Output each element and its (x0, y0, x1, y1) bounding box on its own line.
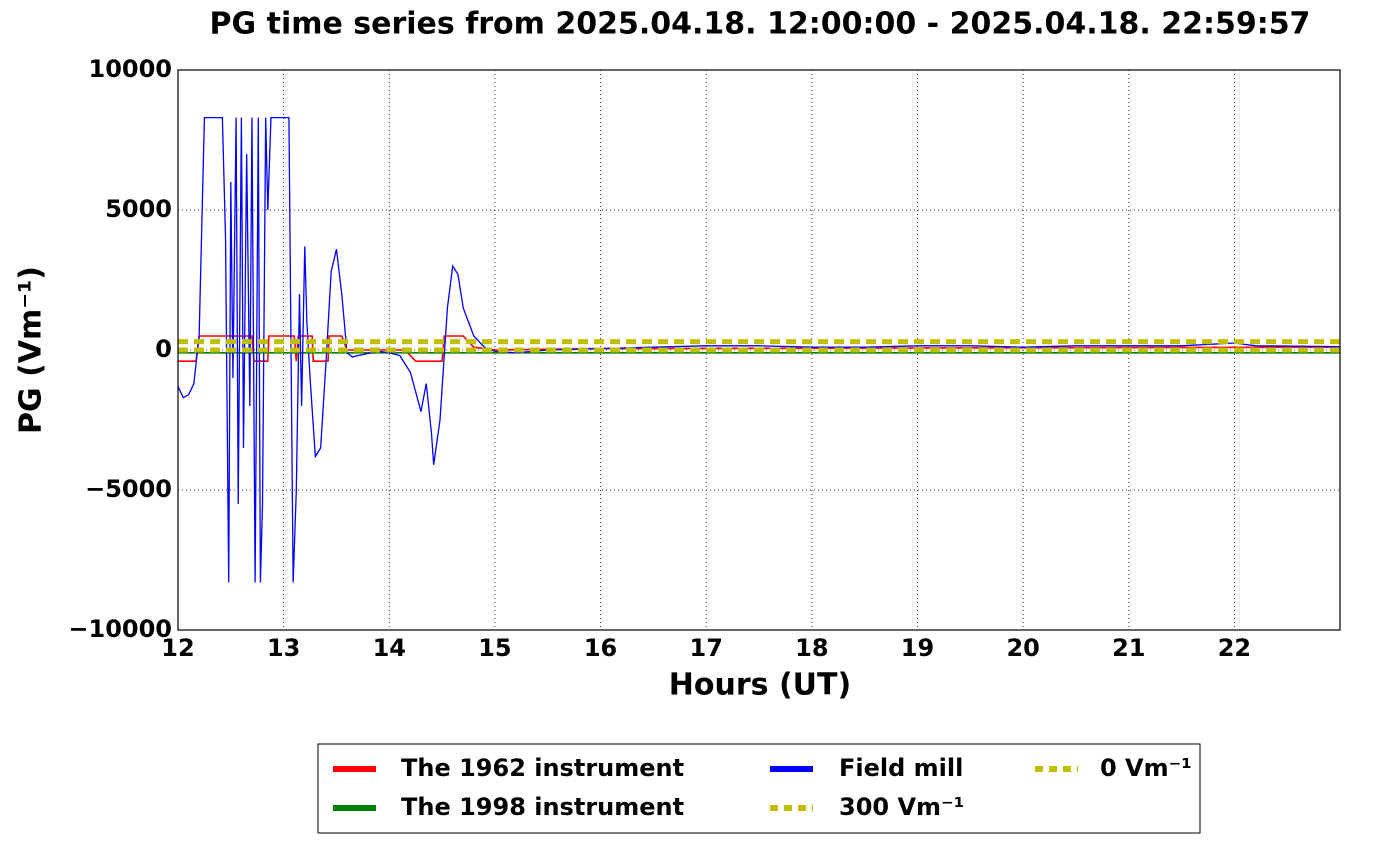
legend-label: 300 Vm⁻¹ (839, 793, 964, 821)
x-tick-label: 13 (267, 634, 300, 662)
y-tick-label: 5000 (105, 195, 172, 223)
x-tick-label: 12 (161, 634, 194, 662)
x-tick-label: 21 (1112, 634, 1145, 662)
y-tick-label: −5000 (85, 475, 172, 503)
x-tick-label: 15 (478, 634, 511, 662)
chart-title: PG time series from 2025.04.18. 12:00:00… (210, 7, 1311, 42)
x-tick-label: 18 (795, 634, 828, 662)
legend-label: 0 Vm⁻¹ (1100, 754, 1192, 782)
y-axis-label: PG (Vm⁻¹) (14, 266, 49, 434)
y-tick-label: 0 (155, 335, 172, 363)
x-tick-label: 14 (373, 634, 406, 662)
legend-label: The 1998 instrument (401, 793, 684, 821)
legend-label: Field mill (839, 754, 963, 782)
legend-box (317, 743, 1201, 834)
x-tick-label: 17 (690, 634, 723, 662)
x-axis-label: Hours (UT) (669, 668, 851, 703)
plot-frame (177, 69, 1341, 631)
series-line (178, 116, 1340, 583)
x-tick-label: 16 (584, 634, 617, 662)
x-tick-label: 19 (901, 634, 934, 662)
x-tick-label: 20 (1006, 634, 1039, 662)
y-tick-label: 10000 (89, 55, 173, 83)
y-tick-label: −10000 (68, 615, 172, 643)
legend-label: The 1962 instrument (401, 754, 684, 782)
x-tick-label: 22 (1218, 634, 1251, 662)
